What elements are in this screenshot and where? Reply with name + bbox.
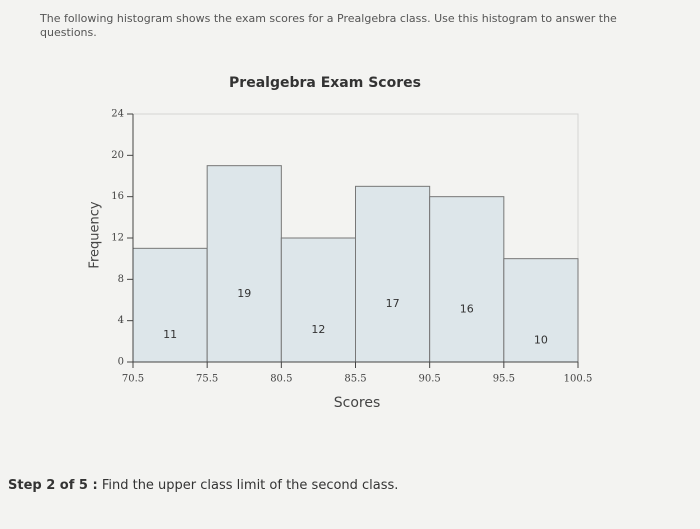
data-label: 10	[534, 333, 548, 346]
step-text: Find the upper class limit of the second…	[101, 478, 399, 493]
x-axis-label: Scores	[334, 395, 381, 411]
intro-text: The following histogram shows the exam s…	[40, 12, 617, 39]
x-tick-label: 85.5	[344, 374, 366, 385]
chart: Prealgebra Exam Scores Scores Frequency …	[88, 75, 593, 411]
bar	[355, 185, 431, 363]
x-tick-label: 70.5	[122, 374, 144, 385]
data-label: 17	[386, 297, 400, 310]
y-tick-label: 16	[111, 191, 124, 202]
bar	[429, 196, 505, 363]
y-tick-label: 20	[111, 150, 124, 161]
data-label: 16	[460, 302, 474, 315]
bar	[280, 237, 357, 363]
y-tick-label: 12	[111, 233, 124, 244]
data-label: 11	[163, 328, 177, 341]
x-tick-label: 100.5	[564, 374, 593, 385]
bar	[206, 165, 282, 363]
bar	[503, 258, 579, 363]
y-axis-label: Frequency	[88, 201, 103, 268]
x-tick-label: 90.5	[419, 374, 441, 385]
y-tick-label: 4	[118, 315, 124, 326]
bar	[132, 247, 208, 363]
y-tick-label: 8	[118, 274, 124, 285]
data-label: 12	[311, 323, 325, 336]
y-tick-label: 0	[118, 357, 124, 368]
x-tick-label: 80.5	[270, 374, 292, 385]
x-tick-label: 95.5	[493, 374, 515, 385]
x-tick-label: 75.5	[196, 374, 218, 385]
data-label: 19	[237, 287, 251, 300]
step-line: Step 2 of 5 : Find the upper class limit…	[8, 478, 398, 493]
chart-title: Prealgebra Exam Scores	[229, 75, 421, 91]
step-label: Step 2 of 5 :	[8, 478, 98, 493]
y-tick-label: 24	[111, 109, 124, 120]
